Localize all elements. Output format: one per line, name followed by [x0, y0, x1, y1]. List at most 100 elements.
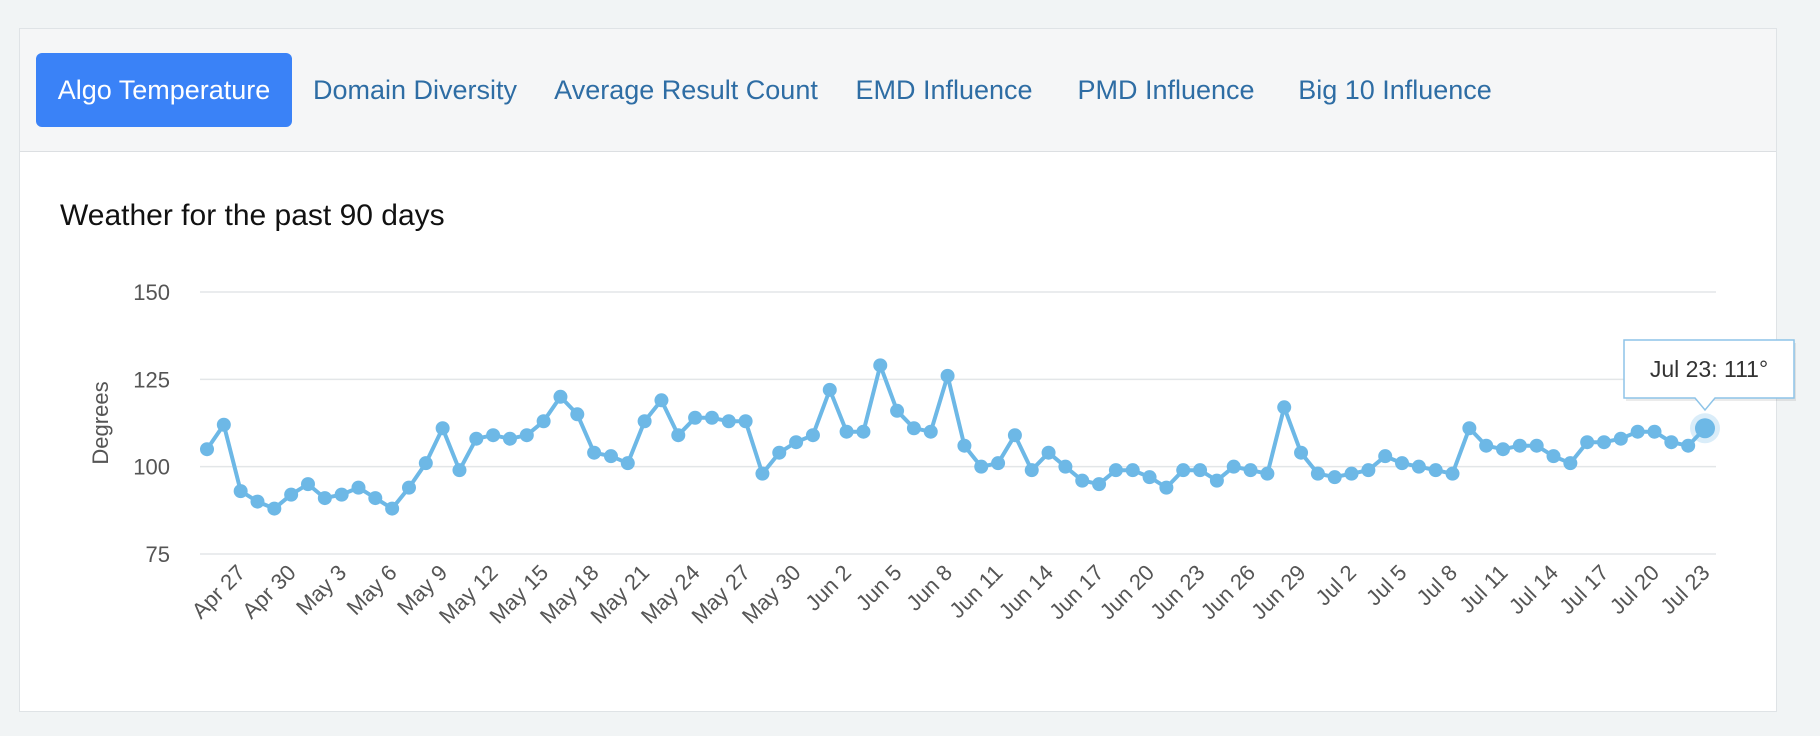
- data-point: [603, 449, 618, 464]
- series-points: [200, 358, 1720, 516]
- data-point: [1546, 449, 1561, 464]
- data-point: [216, 417, 231, 432]
- data-point: [1344, 466, 1359, 481]
- data-point: [1496, 442, 1511, 457]
- x-tick-label: May 3: [291, 560, 351, 620]
- data-point: [1445, 466, 1460, 481]
- data-point: [637, 414, 652, 429]
- x-tick-label: Jul 8: [1412, 560, 1463, 611]
- data-point: [789, 435, 804, 450]
- data-point: [300, 477, 315, 492]
- data-point: [1092, 477, 1107, 492]
- data-point: [536, 414, 551, 429]
- data-point: [1058, 459, 1073, 474]
- series-line: [205, 363, 1707, 511]
- x-tick-label: Jul 20: [1605, 560, 1664, 619]
- data-point: [805, 428, 820, 443]
- data-point: [1193, 463, 1208, 478]
- tooltip-text: Jul 23: 111°: [1650, 356, 1768, 382]
- data-point: [991, 456, 1006, 471]
- data-point: [1209, 473, 1224, 488]
- tooltip-box: [1623, 339, 1795, 412]
- data-point: [1597, 435, 1612, 450]
- data-point: [317, 491, 332, 506]
- data-point: [587, 445, 602, 460]
- data-point: [940, 368, 955, 383]
- data-point: [1007, 428, 1022, 443]
- tab-pmd-influence[interactable]: PMD Influence: [1077, 74, 1255, 105]
- data-point: [1024, 463, 1039, 478]
- data-point: [385, 501, 400, 516]
- data-point: [368, 491, 383, 506]
- x-tick-label: Jul 14: [1504, 560, 1563, 619]
- tab-big-10-influence[interactable]: Big 10 Influence: [1298, 74, 1492, 105]
- data-point: [469, 431, 484, 446]
- data-point: [839, 424, 854, 439]
- y-tick-label: 125: [133, 367, 170, 392]
- data-point: [267, 501, 282, 516]
- data-point: [351, 480, 366, 495]
- data-point: [1361, 463, 1376, 478]
- data-point: [200, 442, 214, 457]
- data-point: [250, 494, 265, 509]
- tooltip: Jul 23: 111°: [1623, 339, 1796, 412]
- x-tick-label: Jun 23: [1145, 560, 1209, 624]
- chart-grid: [200, 291, 1716, 555]
- data-point: [1260, 466, 1275, 481]
- y-tick-label: 100: [133, 455, 170, 480]
- data-point: [1630, 424, 1645, 439]
- data-point: [923, 424, 938, 439]
- data-point: [1176, 463, 1191, 478]
- data-point: [435, 421, 450, 436]
- x-tick-label: Apr 27: [187, 560, 251, 624]
- data-point: [502, 431, 517, 446]
- data-point: [721, 414, 736, 429]
- data-point: [233, 484, 248, 499]
- x-tick-label: Jul 2: [1311, 560, 1362, 611]
- tab-emd-influence[interactable]: EMD Influence: [855, 74, 1033, 105]
- data-point: [553, 389, 568, 404]
- x-tick-label: Jun 14: [994, 560, 1058, 624]
- tab-domain-diversity[interactable]: Domain Diversity: [312, 74, 518, 105]
- tab-average-result-count[interactable]: Average Result Count: [554, 74, 818, 105]
- data-point: [671, 428, 686, 443]
- data-point: [755, 466, 770, 481]
- data-point: [822, 382, 837, 397]
- data-point: [401, 480, 416, 495]
- data-point: [654, 393, 669, 408]
- x-tick-label: Jun 2: [800, 560, 856, 616]
- data-point: [1580, 435, 1595, 450]
- x-tick-label: Jul 17: [1554, 560, 1613, 619]
- chart-card: Algo Temperature Domain Diversity Averag…: [19, 28, 1777, 712]
- data-point: [1529, 438, 1544, 453]
- data-point: [1462, 421, 1477, 436]
- data-point: [1428, 463, 1443, 478]
- data-point: [1327, 470, 1342, 485]
- data-point: [1395, 456, 1410, 471]
- data-point: [1243, 463, 1258, 478]
- x-tick-label: Jun 17: [1044, 560, 1108, 624]
- data-point: [1075, 473, 1090, 488]
- data-point: [873, 358, 888, 373]
- data-point: [704, 410, 719, 425]
- data-point: [890, 403, 905, 418]
- x-tick-label: Jul 11: [1455, 560, 1513, 618]
- y-tick-label: 75: [146, 542, 170, 567]
- chart-title: Weather for the past 90 days: [60, 199, 445, 232]
- data-point: [1411, 459, 1426, 474]
- data-point: [418, 456, 433, 471]
- data-point: [1041, 445, 1056, 460]
- data-point: [284, 487, 299, 502]
- data-point: [1294, 445, 1309, 460]
- tab-algo-temperature[interactable]: Algo Temperature: [36, 53, 292, 127]
- data-point: [1310, 466, 1325, 481]
- x-tick-label: Jun 26: [1196, 560, 1260, 624]
- data-point: [570, 407, 585, 422]
- data-point: [1378, 449, 1393, 464]
- data-point: [1681, 438, 1696, 453]
- x-tick-label: May 6: [342, 560, 402, 620]
- x-tick-label: Jun 5: [851, 560, 907, 616]
- y-axis-ticks: 75 100 125 150: [133, 280, 170, 567]
